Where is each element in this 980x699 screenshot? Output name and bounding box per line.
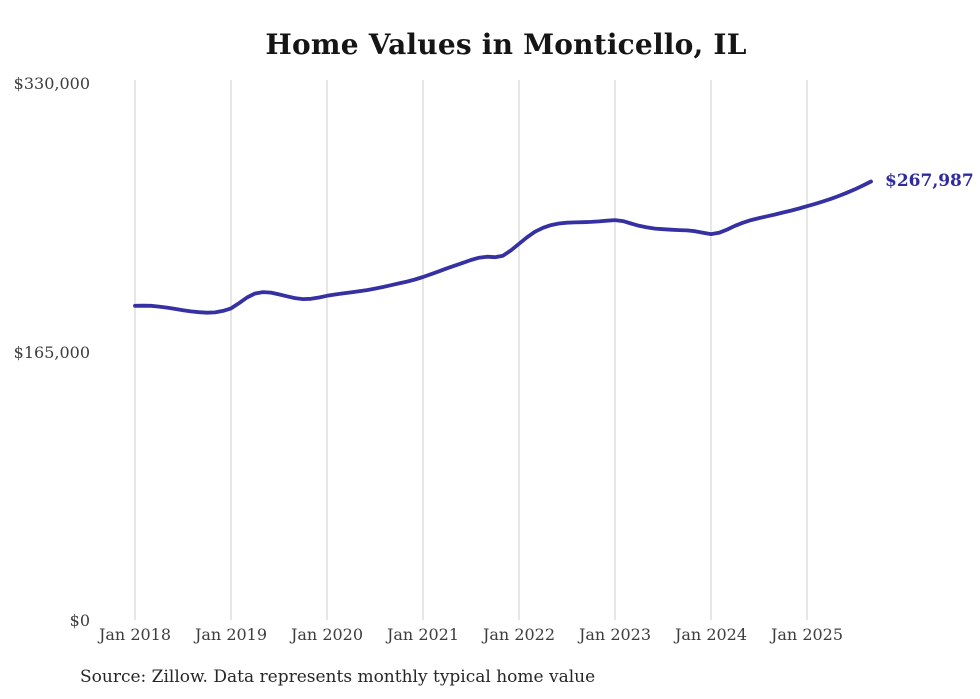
source-note: Source: Zillow. Data represents monthly … — [80, 667, 596, 687]
y-axis-tick-0: $0 — [69, 611, 90, 630]
x-axis-tick-jan-2024: Jan 2024 — [674, 625, 748, 644]
y-axis-tick-330000: $330,000 — [13, 74, 90, 93]
x-axis-tick-jan-2018: Jan 2018 — [98, 625, 172, 644]
x-axis-tick-jan-2021: Jan 2021 — [386, 625, 460, 644]
y-axis-tick-165000: $165,000 — [13, 343, 90, 362]
x-axis-tick-jan-2019: Jan 2019 — [194, 625, 268, 644]
x-axis-tick-jan-2023: Jan 2023 — [578, 625, 652, 644]
current-value-label: $267,987 — [885, 171, 974, 192]
x-axis-tick-jan-2025: Jan 2025 — [770, 625, 844, 644]
home-value-line — [133, 179, 873, 315]
x-axis-tick-jan-2020: Jan 2020 — [290, 625, 364, 644]
chart-title: Home Values in Monticello, IL — [265, 28, 747, 61]
x-axis-tick-jan-2022: Jan 2022 — [482, 625, 556, 644]
